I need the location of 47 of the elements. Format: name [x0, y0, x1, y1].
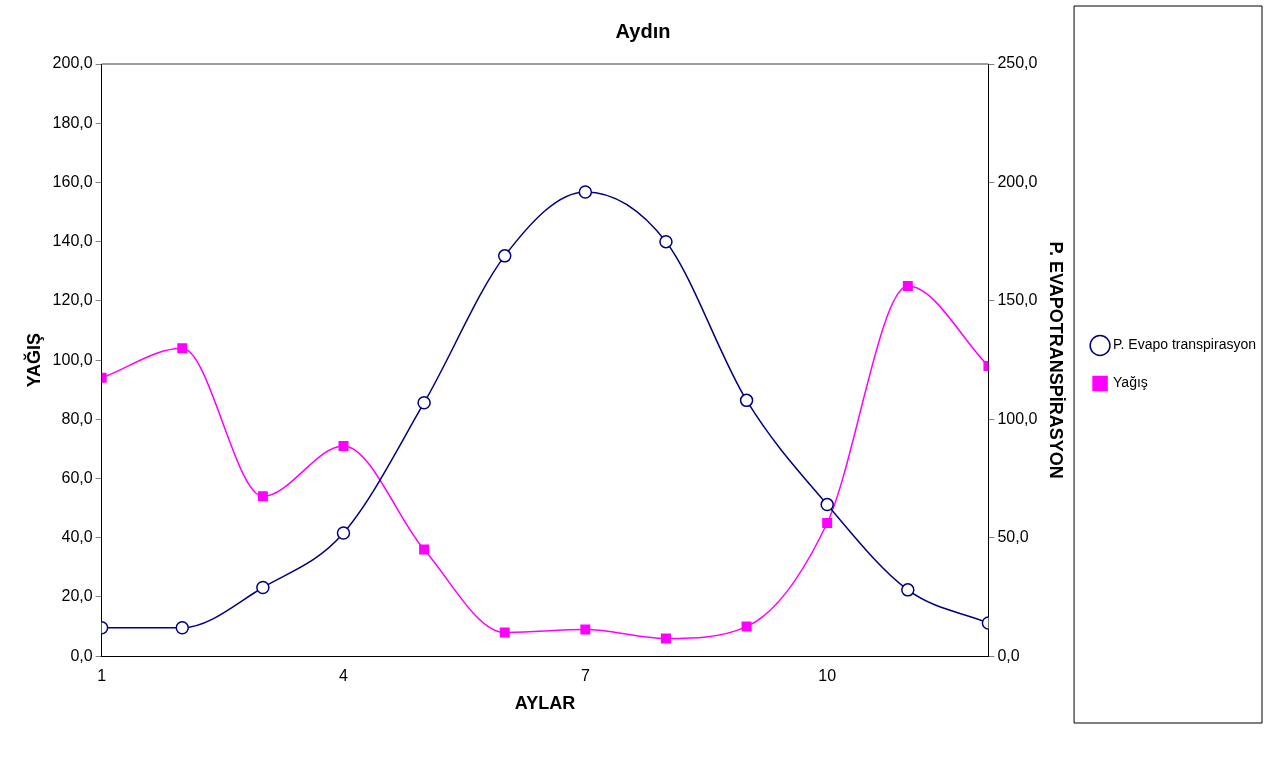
point: [336, 526, 351, 540]
y2-tick-label: 0,0: [997, 646, 1020, 664]
x-tick-label: 10: [818, 667, 837, 685]
y2-tick-label: 200,0: [997, 172, 1038, 190]
y2-tick-label: 150,0: [997, 291, 1038, 309]
point: [820, 497, 834, 512]
y-tick-label: 80,0: [61, 409, 93, 427]
point: [497, 249, 512, 263]
point: [177, 343, 188, 354]
y-tick-label: 0,0: [70, 646, 93, 664]
point: [580, 624, 591, 635]
point: [175, 621, 190, 635]
y-tick-label: 120,0: [52, 291, 93, 309]
legend-label: Yağış: [1113, 374, 1148, 391]
point: [659, 234, 673, 249]
y-tick-label: 180,0: [52, 113, 93, 131]
legend-label: P. Evapo transpirasyon: [1113, 336, 1257, 353]
point: [256, 580, 270, 595]
point: [741, 621, 752, 632]
point: [902, 281, 913, 292]
chart-title: Aydın: [615, 19, 671, 42]
y-axis-title: YAĞIŞ: [22, 332, 44, 388]
y-tick-label: 200,0: [52, 54, 93, 72]
point: [660, 633, 671, 644]
y-tick-label: 60,0: [61, 468, 93, 486]
y-tick-label: 20,0: [61, 587, 93, 605]
point: [338, 440, 349, 451]
x-tick-label: 4: [339, 667, 349, 685]
y-tick-label: 40,0: [61, 528, 93, 546]
y-tick-label: 160,0: [52, 172, 93, 190]
x-axis-title: AYLAR: [514, 693, 576, 714]
y-tick-label: 140,0: [52, 232, 93, 250]
point: [257, 491, 268, 502]
x-tick-label: 1: [97, 667, 107, 685]
point: [417, 395, 431, 410]
y2-tick-label: 50,0: [997, 528, 1029, 546]
point: [822, 517, 833, 528]
point: [578, 185, 593, 199]
y2-tick-label: 100,0: [997, 409, 1038, 427]
x-tick-label: 7: [580, 667, 590, 685]
y2-axis-title: P. EVAPOTRANSPİRASYON: [1046, 241, 1067, 479]
point: [499, 627, 510, 638]
point: [901, 583, 915, 597]
point: [419, 544, 430, 555]
y-tick-label: 100,0: [52, 350, 93, 368]
point: [739, 393, 754, 408]
y2-tick-label: 250,0: [997, 54, 1038, 72]
